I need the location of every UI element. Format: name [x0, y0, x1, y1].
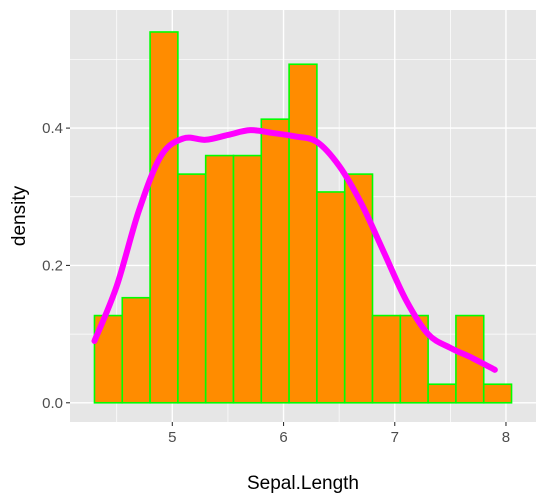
histogram-bar-9	[316, 191, 346, 404]
x-axis: 5 6 7 8	[168, 422, 510, 446]
histogram-bar-11	[371, 314, 402, 404]
histogram-bar-1	[93, 314, 124, 404]
histogram-bar-2	[121, 296, 151, 404]
histogram-bar-4	[177, 173, 207, 404]
histogram-bar-15	[482, 383, 513, 404]
x-tick-label: 8	[502, 429, 510, 446]
x-tick-label: 7	[391, 429, 399, 446]
y-tick-label: 0.0	[42, 395, 63, 412]
histogram-bar-8	[288, 63, 318, 404]
y-axis: 0.0 0.2 0.4	[42, 120, 70, 412]
histogram-bar-13	[427, 383, 457, 404]
x-axis-title: Sepal.Length	[247, 473, 359, 494]
y-tick-label: 0.2	[42, 257, 63, 274]
histogram-bar-3	[149, 31, 179, 404]
y-tick-label: 0.4	[42, 120, 63, 137]
histogram-bar-7	[260, 118, 290, 404]
histogram-bar-10	[343, 173, 374, 404]
y-axis-title: density	[9, 185, 30, 246]
x-tick-label: 5	[168, 429, 176, 446]
density-curve	[91, 127, 498, 373]
histogram-bar-5	[204, 154, 235, 404]
histogram-bar-6	[232, 154, 263, 404]
x-tick-label: 6	[279, 429, 287, 446]
